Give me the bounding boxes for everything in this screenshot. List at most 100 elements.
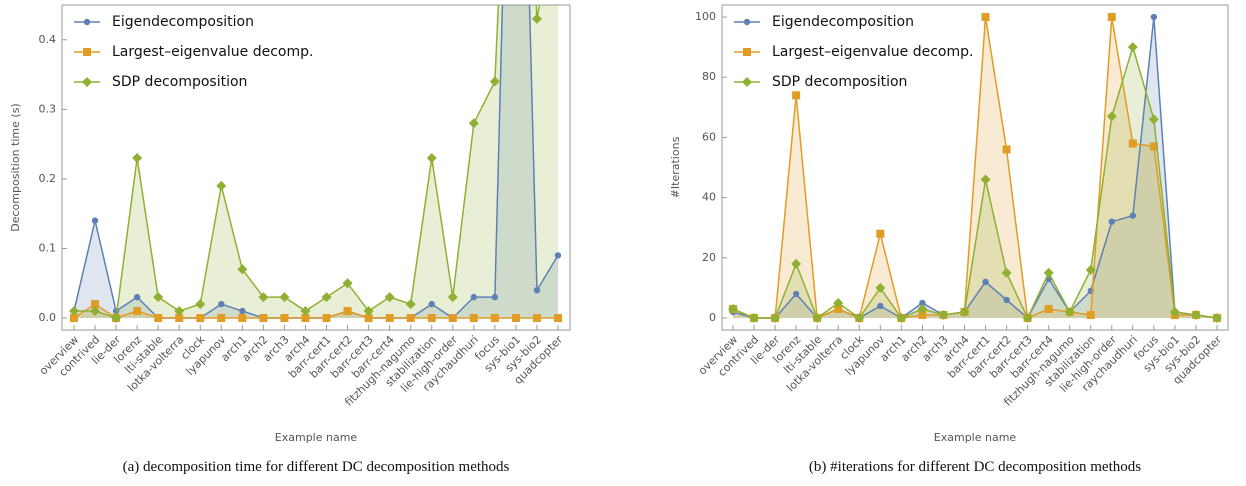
- y-tick-label: 80: [702, 70, 716, 83]
- y-tick-label: 0.0: [39, 311, 57, 324]
- marker: [385, 314, 394, 322]
- marker: [321, 292, 332, 303]
- marker: [342, 278, 353, 289]
- marker: [83, 18, 91, 26]
- caption-label: (b): [809, 459, 827, 475]
- marker: [384, 292, 395, 303]
- marker: [1129, 212, 1137, 219]
- line: [74, 5, 541, 319]
- marker: [279, 292, 290, 303]
- marker: [1148, 114, 1159, 125]
- marker: [834, 304, 843, 313]
- marker: [489, 76, 500, 87]
- marker: [91, 217, 99, 224]
- marker: [896, 313, 907, 323]
- marker: [427, 314, 436, 322]
- marker: [406, 314, 415, 322]
- marker: [83, 48, 91, 56]
- marker: [1003, 296, 1010, 304]
- marker: [533, 286, 541, 294]
- legend-label: SDP decomposition: [772, 74, 907, 90]
- marker: [238, 314, 247, 322]
- chart: 0.00.10.20.30.4overviewcontrivedlie-derl…: [9, 4, 571, 475]
- area: [74, 5, 558, 318]
- marker: [554, 314, 562, 322]
- marker: [153, 292, 164, 303]
- marker: [532, 314, 541, 322]
- marker: [154, 314, 163, 322]
- marker: [743, 18, 751, 26]
- legend-label: Largest–eigenvalue decomp.: [112, 44, 313, 60]
- legend-label: Eigendecomposition: [112, 14, 254, 30]
- marker: [280, 314, 289, 322]
- marker: [1169, 306, 1180, 317]
- marker: [1001, 267, 1012, 278]
- marker: [91, 300, 100, 309]
- marker: [237, 264, 248, 275]
- marker: [195, 299, 206, 310]
- marker: [132, 153, 143, 164]
- marker: [259, 314, 268, 322]
- marker: [133, 293, 141, 301]
- y-axis-label: Decomposition time (s): [9, 103, 22, 231]
- caption: (b) #iterations for different DC decompo…: [809, 459, 1141, 475]
- marker: [301, 314, 310, 322]
- marker: [980, 174, 991, 185]
- marker: [1064, 306, 1075, 317]
- y-tick-label: 0.1: [39, 241, 57, 254]
- marker: [792, 91, 801, 100]
- marker: [1044, 304, 1053, 313]
- marker: [239, 307, 246, 315]
- marker: [490, 314, 499, 322]
- x-axis-label: Example name: [275, 431, 358, 444]
- line: [732, 44, 1218, 320]
- marker: [792, 290, 800, 298]
- marker: [491, 293, 499, 301]
- marker: [1002, 145, 1011, 154]
- marker: [1190, 309, 1201, 320]
- plot-frame: [61, 4, 571, 331]
- marker: [1107, 13, 1116, 22]
- marker: [133, 307, 142, 316]
- plot-frame: [721, 4, 1229, 331]
- marker: [82, 77, 92, 87]
- y-tick-label: 40: [702, 191, 716, 204]
- marker: [448, 314, 457, 322]
- caption-text: decomposition time for different DC deco…: [143, 459, 509, 475]
- legend-label: SDP decomposition: [112, 74, 247, 90]
- marker: [981, 13, 990, 22]
- marker: [90, 306, 101, 317]
- marker: [70, 314, 78, 322]
- caption-label: (a): [123, 459, 140, 475]
- marker: [217, 314, 226, 322]
- marker: [405, 299, 416, 310]
- chart: 020406080100overviewcontrivedlie-derlore…: [669, 4, 1229, 475]
- marker: [1043, 267, 1054, 278]
- marker: [770, 313, 781, 323]
- y-tick-label: 100: [695, 10, 716, 23]
- marker: [470, 293, 478, 301]
- marker: [531, 13, 542, 24]
- x-axis-label: Example name: [934, 431, 1017, 444]
- marker: [833, 297, 844, 308]
- marker: [854, 313, 865, 323]
- marker: [875, 282, 886, 293]
- marker: [918, 310, 927, 319]
- marker: [876, 229, 885, 238]
- marker: [426, 153, 437, 164]
- area: [733, 17, 1217, 319]
- caption: (a) decomposition time for different DC …: [123, 459, 510, 475]
- marker: [791, 258, 802, 269]
- marker: [1106, 111, 1117, 122]
- marker: [812, 313, 823, 323]
- y-tick-label: 0.4: [39, 33, 57, 46]
- marker: [1022, 313, 1033, 323]
- marker: [749, 313, 760, 323]
- marker: [1108, 218, 1115, 225]
- marker: [322, 314, 331, 322]
- y-tick-label: 0: [709, 311, 716, 324]
- marker: [1149, 142, 1158, 151]
- marker: [469, 314, 478, 322]
- marker: [919, 299, 926, 307]
